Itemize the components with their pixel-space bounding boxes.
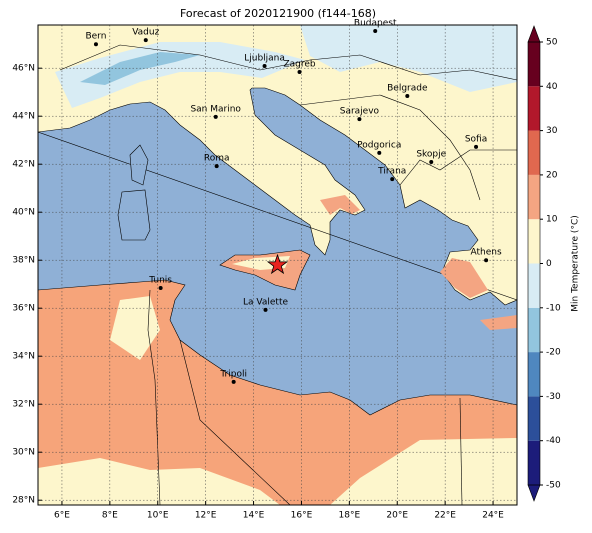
- y-tick-label: 28°N: [12, 496, 35, 506]
- city-dot: [297, 70, 302, 75]
- city-label: Tunis: [148, 276, 172, 286]
- x-tick-label: 24°E: [482, 511, 504, 521]
- colorbar-tick-label: 20: [546, 170, 558, 180]
- colorbar-tick-label: 50: [546, 38, 558, 48]
- warm-strip: [480, 315, 517, 330]
- city-label: Budapest: [354, 19, 397, 29]
- colorbar-bin: [528, 396, 540, 441]
- colorbar-bin: [528, 174, 540, 220]
- colorbar-tick-label: 0: [546, 259, 552, 269]
- colorbar-extend: [527, 484, 541, 502]
- cold-region: [55, 42, 305, 108]
- country-border: [179, 339, 291, 505]
- colorbar-tick-label: -30: [546, 392, 561, 402]
- y-tick-label: 42°N: [12, 160, 35, 170]
- warm-strip: [440, 258, 488, 298]
- cold-region: [300, 25, 517, 92]
- colorbar-bin: [528, 86, 540, 131]
- y-tick-label: 38°N: [12, 256, 35, 266]
- colorbar-bin: [528, 42, 540, 87]
- country-border: [399, 149, 517, 186]
- city-label: Tirana: [377, 167, 406, 177]
- city-dot: [213, 114, 218, 119]
- city-label: Skopje: [416, 150, 446, 160]
- forecast-marker: [266, 253, 289, 275]
- city-label: Bern: [85, 32, 106, 42]
- city-label: San Marino: [190, 104, 241, 114]
- cool-patch: [330, 438, 517, 505]
- city-dot: [474, 144, 479, 149]
- x-tick-label: 14°E: [243, 511, 265, 521]
- colorbar-tick-label: 30: [546, 126, 558, 136]
- country-border: [459, 397, 463, 505]
- city-label: Podgorica: [357, 140, 401, 150]
- city-dot: [357, 117, 362, 122]
- city-dot: [484, 258, 489, 263]
- x-tick-label: 12°E: [195, 511, 217, 521]
- title: Forecast of 2020121900 (f144-168): [180, 7, 376, 20]
- city-dot: [214, 164, 219, 169]
- colorbar-tick-label: -20: [546, 348, 561, 358]
- warm-strip: [320, 195, 360, 215]
- x-tick-label: 6°E: [54, 511, 70, 521]
- colorbar-tick-label: 10: [546, 215, 558, 225]
- x-tick-label: 18°E: [339, 511, 361, 521]
- y-tick-label: 34°N: [12, 352, 35, 362]
- city-label: Belgrade: [387, 84, 428, 94]
- y-tick-label: 44°N: [12, 112, 35, 122]
- city-dot: [262, 64, 267, 69]
- city-label: Zagreb: [283, 60, 315, 70]
- x-tick-label: 10°E: [147, 511, 169, 521]
- city-label: Sarajevo: [340, 107, 380, 117]
- y-tick-label: 32°N: [12, 400, 35, 410]
- colorbar-tick-label: -50: [546, 481, 561, 491]
- city-dot: [231, 379, 236, 384]
- city-dot: [93, 42, 98, 47]
- x-tick-label: 20°E: [386, 511, 408, 521]
- colorbar-extend: [527, 25, 541, 43]
- colorbar-bin: [528, 130, 540, 175]
- colder-region: [80, 52, 200, 85]
- city-dot: [405, 94, 410, 99]
- x-tick-label: 16°E: [291, 511, 313, 521]
- colorbar-bin: [528, 352, 540, 397]
- colorbar-bin: [528, 307, 540, 353]
- city-label: Sofia: [465, 134, 487, 144]
- europe-border: [38, 87, 517, 306]
- y-tick-label: 46°N: [12, 64, 35, 74]
- city-label: Vaduz: [132, 28, 159, 38]
- city-dot: [377, 150, 382, 155]
- colorbar-bin: [528, 440, 540, 485]
- city-dot: [390, 177, 395, 182]
- colorbar-bin: [528, 263, 540, 308]
- city-dot: [143, 38, 148, 43]
- cool-patch: [110, 296, 160, 360]
- city-dot: [429, 160, 434, 165]
- sardinia: [117, 189, 151, 241]
- city-dot: [373, 29, 378, 33]
- city-label: Roma: [204, 154, 230, 164]
- corsica: [129, 144, 149, 186]
- colorbar-tick-label: -10: [546, 303, 561, 313]
- colorbar-tick-label: 40: [546, 82, 558, 92]
- colorbar-bin: [528, 219, 540, 264]
- colorbar-tick-label: -40: [546, 436, 561, 446]
- city-label: Tripoli: [219, 369, 247, 379]
- y-tick-label: 36°N: [12, 304, 35, 314]
- colorbar-label: Min Temperature (°C): [571, 215, 581, 312]
- city-label: Athens: [471, 248, 502, 258]
- city-dot: [158, 286, 163, 291]
- country-border: [59, 44, 517, 81]
- city-label: Ljubljana: [244, 54, 285, 64]
- country-border: [299, 94, 481, 201]
- y-tick-label: 30°N: [12, 448, 35, 458]
- y-tick-label: 40°N: [12, 208, 35, 218]
- city-label: La Valette: [243, 297, 288, 307]
- x-tick-label: 22°E: [434, 511, 456, 521]
- map-frame: [37, 24, 518, 506]
- city-dot: [263, 307, 268, 312]
- x-tick-label: 8°E: [102, 511, 118, 521]
